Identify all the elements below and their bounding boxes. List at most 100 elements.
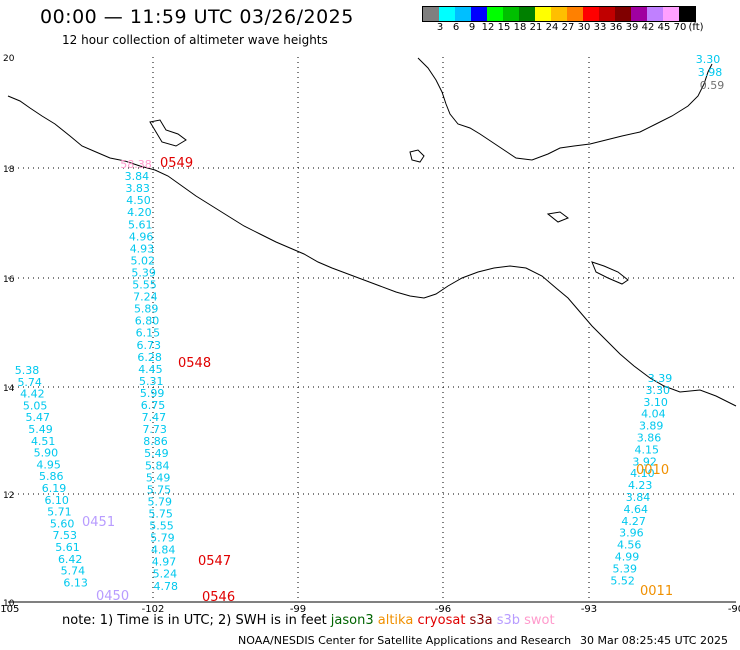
- x-tick-label: -90: [728, 604, 740, 615]
- swh-value-track-102: 4.93: [130, 242, 155, 255]
- page-title: 00:00 — 11:59 UTC 03/26/2025: [40, 6, 354, 28]
- swh-value-track-102: 5.39: [131, 266, 156, 279]
- swh-value-track-102: 5.89: [134, 303, 159, 316]
- swh-value-track-93: 3.30: [646, 384, 671, 397]
- swh-value-track-102: 6.75: [141, 399, 166, 412]
- island: [546, 211, 570, 223]
- x-tick-label: -102: [142, 604, 165, 615]
- pass-time-label: 0450: [96, 589, 129, 604]
- swh-value-track-104: 5.49: [28, 423, 53, 436]
- legend-swatch: [647, 7, 663, 21]
- swh-value-track-93: 3.84: [626, 491, 651, 504]
- legend-label: 42: [641, 22, 655, 33]
- legend-swatch: [615, 7, 631, 21]
- swh-value-track-104: 5.74: [61, 565, 86, 578]
- legend-swatch: [567, 7, 583, 21]
- swh-value-track-104: 4.51: [31, 435, 56, 448]
- legend-label: 15: [497, 22, 511, 33]
- y-tick-label: 18: [3, 165, 15, 175]
- swh-value-track-102: 5.75: [147, 483, 172, 496]
- legend-swatch: [503, 7, 519, 21]
- pass-time-label: 0011: [640, 584, 673, 599]
- swh-value-track-104: 5.60: [50, 517, 75, 530]
- legend-label: 39: [625, 22, 639, 33]
- swh-value-track-104: 5.86: [39, 470, 64, 483]
- swh-value-track-102: 3.84: [125, 170, 150, 183]
- legend-label: 70: [673, 22, 687, 33]
- footer-credit: NOAA/NESDIS Center for Satellite Applica…: [238, 634, 572, 647]
- legend-swatch: [679, 7, 695, 21]
- x-tick-label: -96: [435, 604, 451, 615]
- swh-value-track-104: 6.42: [58, 553, 83, 566]
- pass-time-label: 0546: [202, 590, 235, 605]
- footer-timestamp: 30 Mar 08:25:45 UTC 2025: [580, 634, 728, 647]
- swh-value-track-93: 3.89: [639, 420, 664, 433]
- y-tick-label: 12: [3, 491, 14, 501]
- legend-swatch: [583, 7, 599, 21]
- legend-swatch: [631, 7, 647, 21]
- pass-time-label: 0451: [82, 515, 115, 530]
- legend-label: 3: [436, 22, 444, 33]
- swh-value-track-104: 4.42: [20, 388, 45, 401]
- swh-value-track-102: 5.49: [144, 447, 169, 460]
- satellite-legend-item: altika: [373, 613, 414, 628]
- swh-value-track-104: 5.38: [15, 364, 40, 377]
- legend-swatch: [439, 7, 455, 21]
- swh-value-track-93: 5.39: [613, 562, 638, 575]
- swh-value-track-104: 5.05: [23, 399, 48, 412]
- swh-value-track-93: 4.04: [641, 408, 666, 421]
- legend-label: 24: [545, 22, 559, 33]
- pass-time-label: 0549: [160, 156, 193, 171]
- swh-value-track-102: 6.28: [137, 351, 162, 364]
- note-line: note: 1) Time is in UTC; 2) SWH is in fe…: [62, 613, 555, 628]
- swh-value-track-102: 4.97: [152, 556, 177, 569]
- swh-value-track-102: 4.50: [126, 194, 151, 207]
- swh-value-track-102: 5.79: [148, 495, 173, 508]
- swh-value-track-93: 4.15: [635, 443, 660, 456]
- swh-value-track-102: 7.47: [142, 411, 167, 424]
- pass-time-label: 0547: [198, 554, 231, 569]
- swh-value-track-102: 5.61: [128, 218, 153, 231]
- legend-label: 36: [609, 22, 623, 33]
- swh-value-track-104: 6.19: [42, 482, 67, 495]
- legend-swatch: [423, 7, 439, 21]
- legend-swatch: [487, 7, 503, 21]
- lake: [591, 261, 629, 285]
- x-tick-label: -99: [290, 604, 306, 615]
- swh-value-track-102: 5.49: [146, 471, 171, 484]
- legend-label: 27: [561, 22, 575, 33]
- swh-value-track-93: 3.92: [632, 455, 657, 468]
- swh-value-track-102: 6.73: [137, 339, 162, 352]
- legend-label: 21: [529, 22, 543, 33]
- satellite-legend-item: swot: [520, 613, 555, 628]
- legend-label: 30: [577, 22, 591, 33]
- swh-value-track-102: 5.55: [132, 279, 157, 292]
- swh-value-track-102: 5.84: [145, 459, 170, 472]
- legend-swatch: [471, 7, 487, 21]
- swh-value-track-104: 5.74: [17, 376, 42, 389]
- swh-value-track-102: 4.45: [138, 363, 163, 376]
- swh-value-track-93: 4.56: [617, 539, 642, 552]
- swh-value-track-102: 8.86: [143, 435, 168, 448]
- swh-value-track-102: 3.83: [125, 182, 150, 195]
- y-tick-label: 10: [3, 599, 15, 609]
- swh-value-track-104: 5.47: [26, 411, 51, 424]
- swh-value-track-93: 3.10: [643, 396, 668, 409]
- legend-label: (ft): [688, 22, 704, 33]
- pass-time-label: 0010: [636, 463, 669, 478]
- swh-value-track-102: 4.20: [127, 206, 152, 219]
- swh-value-corner: 3.30: [696, 53, 721, 66]
- legend-label: 33: [593, 22, 607, 33]
- legend-swatch: [535, 7, 551, 21]
- swh-value-track-93: 4.27: [621, 515, 646, 528]
- legend-label: 45: [657, 22, 671, 33]
- satellite-legend-item: s3a: [465, 613, 493, 628]
- legend-swatch: [599, 7, 615, 21]
- coastline-gulf: [417, 57, 713, 161]
- swh-value-track-102: 5.55: [149, 520, 174, 533]
- swh-value-track-104: 7.53: [53, 529, 78, 542]
- legend-label: 6: [452, 22, 460, 33]
- swh-value-track-102: 4.84: [151, 544, 176, 557]
- swh-value-track-102: 5.24: [153, 568, 178, 581]
- satellite-legend-item: jason3: [326, 613, 374, 628]
